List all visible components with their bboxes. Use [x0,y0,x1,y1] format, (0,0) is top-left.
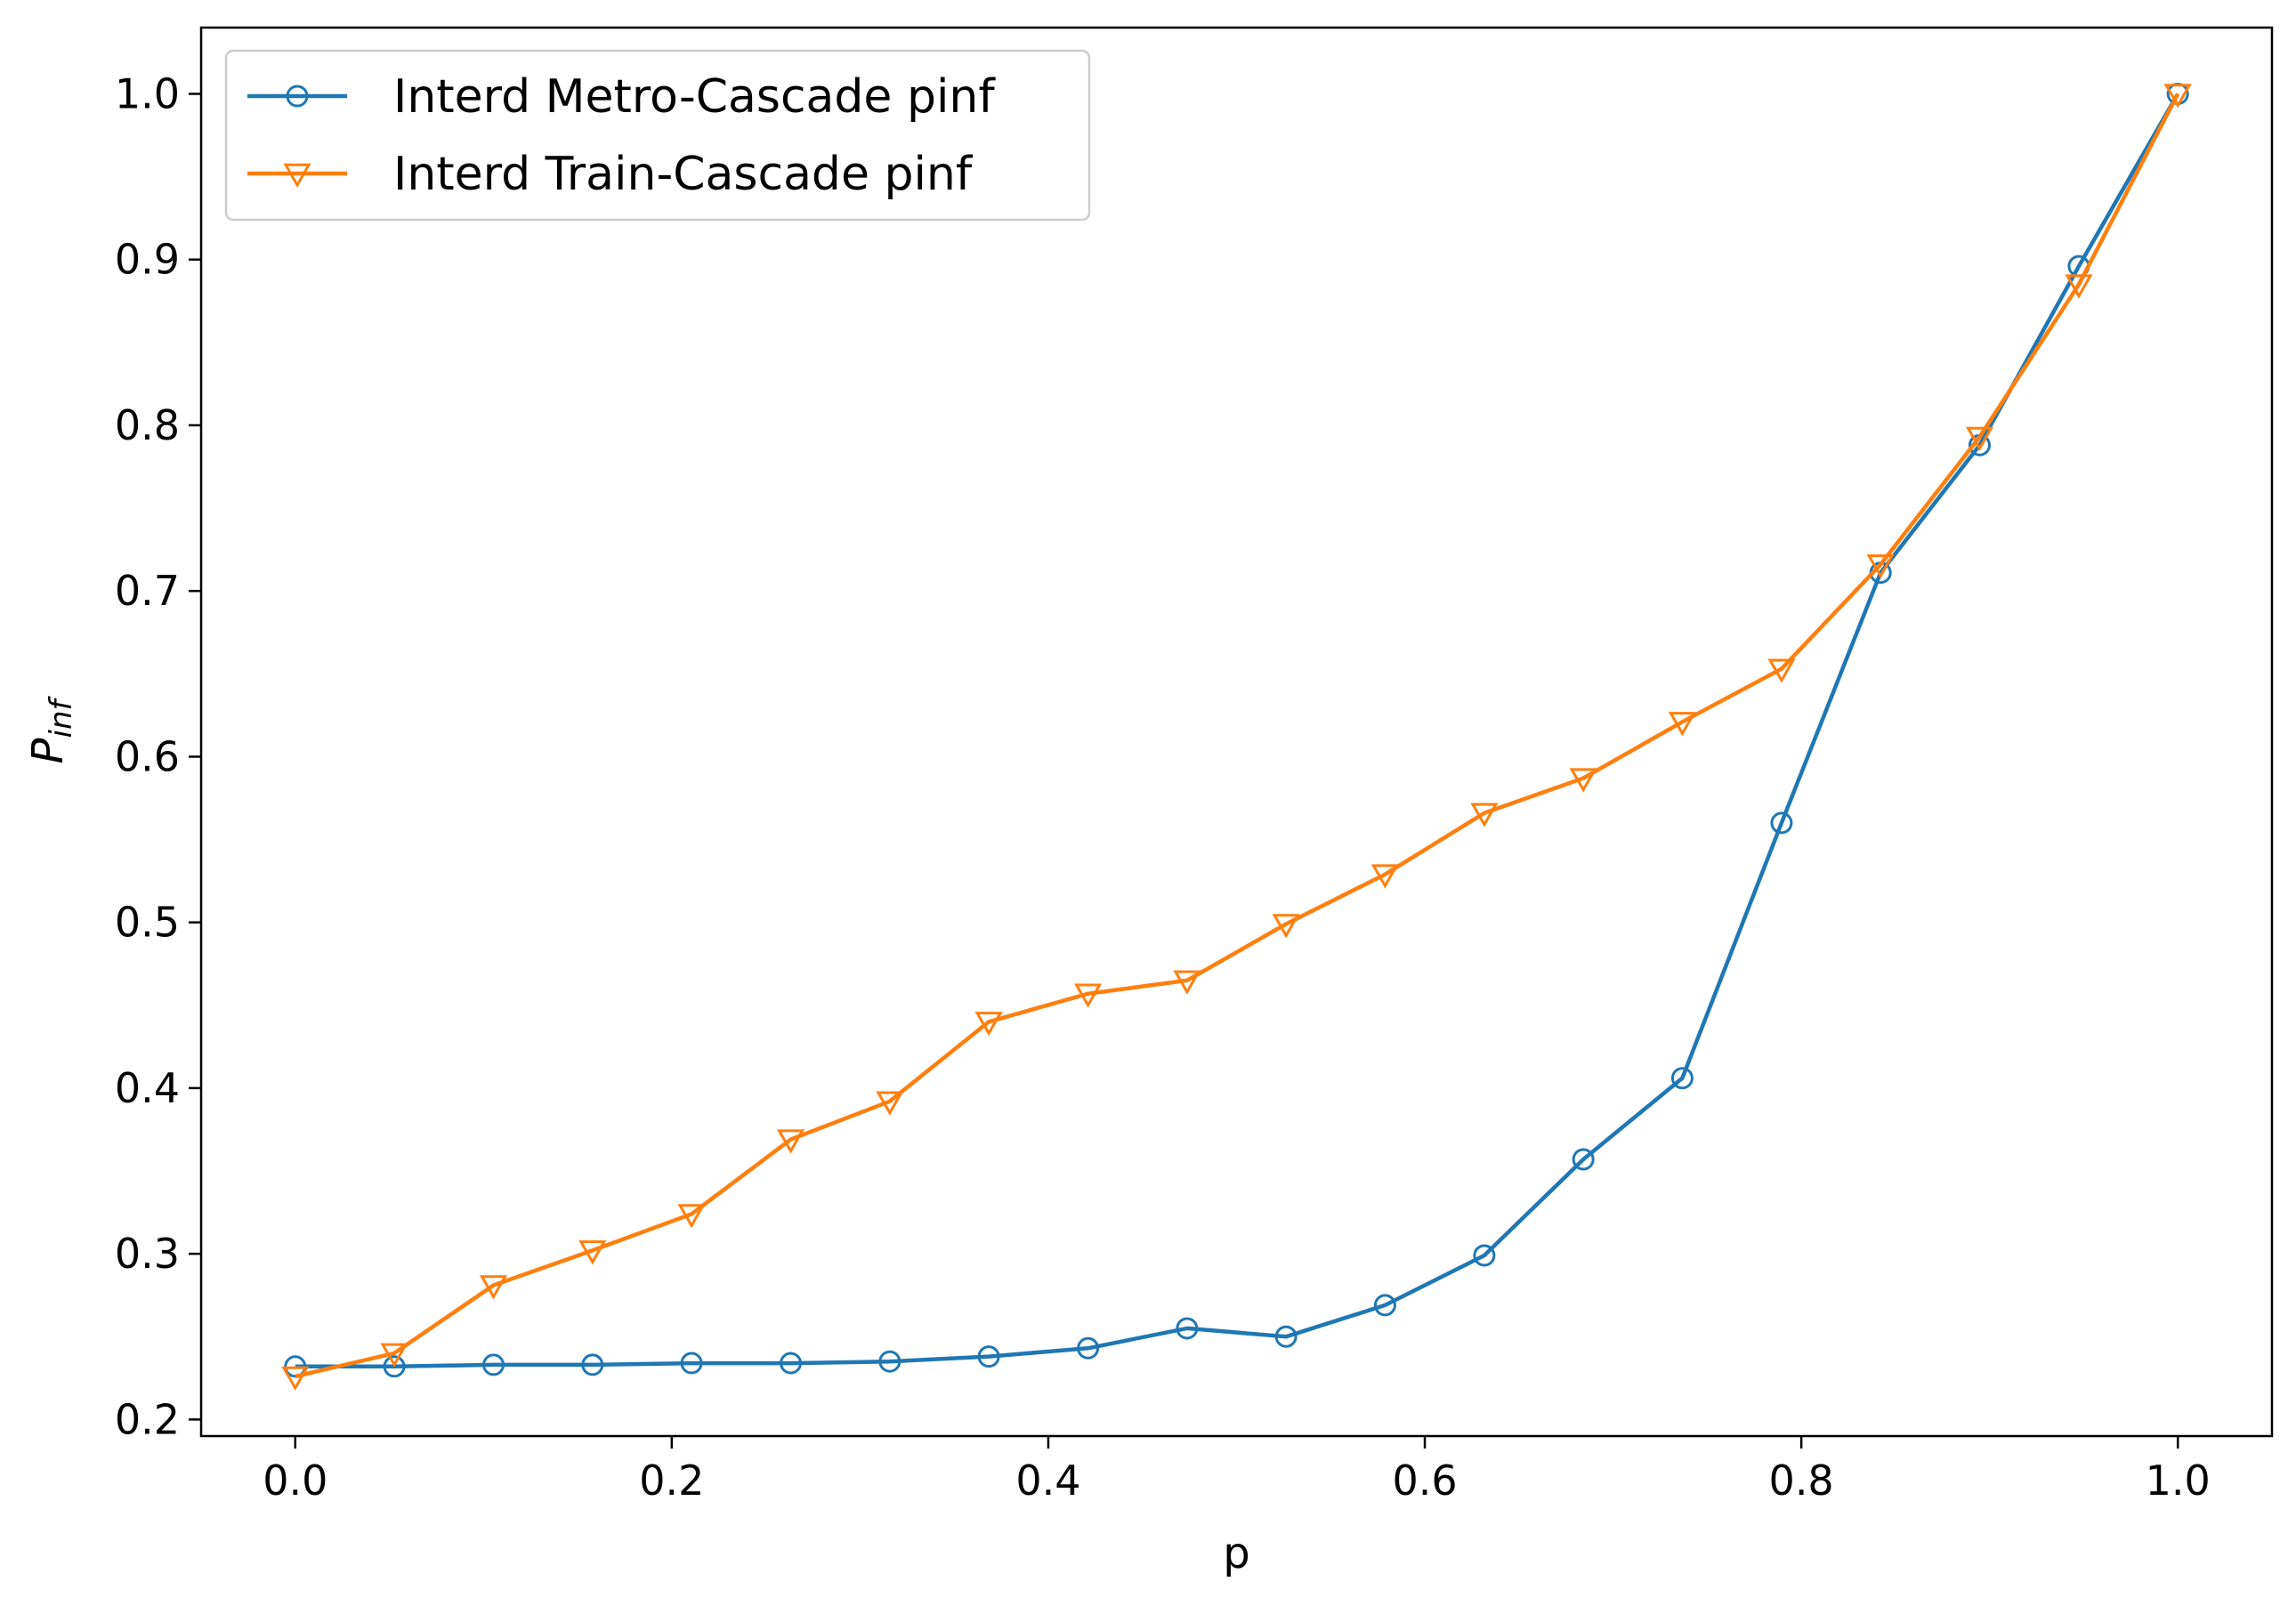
y-axis-label: Pinf [23,696,79,764]
y-tick-label: 0.7 [115,567,180,615]
data-point [1373,1294,1396,1317]
data-point [578,1240,607,1265]
data-point [1770,811,1793,835]
data-point [1272,914,1300,939]
x-tick-label: 0.8 [1769,1457,1834,1505]
data-point [878,1350,901,1373]
data-point [1866,554,1895,579]
y-tick-label: 0.5 [115,899,180,947]
plot-layer [281,82,2192,1391]
legend-box [224,49,1091,222]
data-point [581,1353,604,1376]
legend-marker [283,163,311,189]
data-point [1274,1325,1298,1348]
x-axis-label: p [1223,1529,1249,1578]
y-tick-label: 1.0 [115,69,180,117]
series-group [281,84,2192,1391]
y-axis-label-base: P [23,738,73,763]
data-point [482,1353,505,1376]
x-tick-label: 0.0 [263,1457,327,1505]
data-point [1470,803,1499,827]
data-point [1965,426,1994,452]
data-point [1176,1317,1199,1340]
x-tick-label: 1.0 [2146,1457,2211,1505]
y-tick-label: 0.2 [115,1395,180,1443]
data-point [1767,658,1796,683]
data-point [677,1204,706,1229]
y-tick-label: 0.4 [115,1064,180,1112]
y-tick-label: 0.6 [115,732,180,780]
data-point [1473,1244,1496,1267]
data-point [977,1345,1000,1368]
data-point [380,1343,408,1368]
data-point [1572,1148,1595,1171]
data-point [1370,864,1399,889]
y-tick-label: 0.8 [115,401,180,449]
x-tick-label: 0.2 [639,1457,704,1505]
x-tick-label: 0.6 [1392,1457,1457,1505]
x-tick-label: 0.4 [1015,1457,1080,1505]
data-point [281,1366,310,1391]
data-point [876,1091,904,1116]
y-tick-label: 0.3 [115,1230,180,1278]
data-point [1569,768,1597,793]
data-point [2163,84,2192,109]
data-point [1077,1336,1100,1360]
y-tick-label: 0.9 [115,236,180,284]
data-point [1668,712,1697,737]
data-point [479,1275,508,1300]
plot-frame [199,26,2274,1438]
y-axis-label-subscript: inf [44,696,79,738]
data-point [780,1352,803,1375]
data-point [974,1012,1003,1037]
data-point [1074,983,1103,1008]
data-point [383,1355,406,1378]
axes-layer [199,26,2274,1438]
legend-marker [286,85,309,108]
series-line [295,93,2180,1369]
y-axis-ticks: 0.2 0.3 0.4 0.5 0.6 0.7 0.8 0.9 1.0 [115,69,201,1443]
data-point [1670,1067,1694,1090]
legend: Interd Metro-Cascade pinf Interd Train-Ca… [224,49,1091,222]
x-axis-ticks: 0.0 0.2 0.4 0.6 0.8 1.0 [263,1436,2211,1505]
data-point [776,1129,805,1154]
data-point [2065,274,2093,299]
data-point [680,1352,703,1375]
series-group [284,82,2189,1378]
legend-label: Interd Metro-Cascade pinf [393,70,996,124]
legend-label: Interd Train-Cascade pinf [393,148,974,201]
data-point [1173,970,1201,995]
series-line [295,93,2180,1379]
